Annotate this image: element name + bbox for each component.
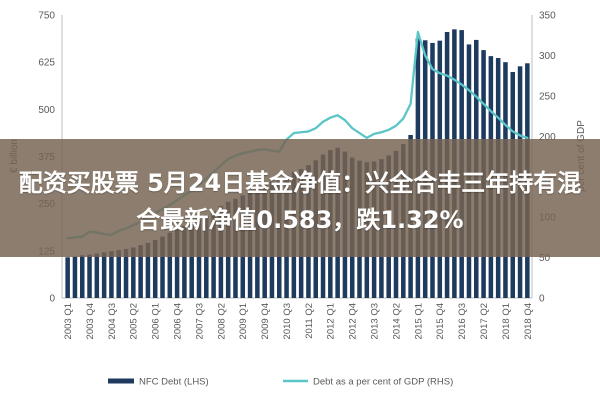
x-tick-label: 2009 Q4 <box>260 303 271 339</box>
y-left-tick-label: 500 <box>38 105 55 116</box>
nfc-debt-bar <box>174 229 180 298</box>
nfc-debt-bar <box>79 255 85 298</box>
overlay-banner: 配资买股票 5月24日基金净值：兴全合丰三年持有混 合最新净值0.583，跌1.… <box>0 139 600 257</box>
nfc-debt-bar <box>101 252 107 298</box>
y-left-tick-label: 750 <box>38 11 55 22</box>
y-left-tick-label: 0 <box>49 294 55 305</box>
x-tick-label: 2012 Q4 <box>348 303 359 339</box>
x-tick-label: 2003 Q4 <box>85 303 96 339</box>
x-tick-label: 2016 Q3 <box>457 303 468 339</box>
nfc-debt-bar <box>123 248 129 298</box>
nfc-debt-bar <box>145 242 151 298</box>
y-right-tick-label: 0 <box>539 294 545 305</box>
legend-swatch-nfc-debt <box>108 378 134 384</box>
nfc-debt-bar <box>189 222 194 298</box>
y-right-tick-label: 50 <box>539 253 551 264</box>
nfc-debt-bar <box>160 236 165 298</box>
x-tick-label: 2006 Q4 <box>173 303 184 339</box>
x-tick-label: 2008 Q2 <box>216 303 227 339</box>
nfc-debt-bar <box>72 256 78 298</box>
x-tick-label: 2013 Q3 <box>370 303 381 339</box>
x-tick-label: 2006 Q1 <box>151 303 162 339</box>
x-tick-label: 2005 Q2 <box>129 303 140 339</box>
nfc-debt-bar <box>182 225 187 298</box>
x-tick-label: 2017 Q2 <box>479 303 490 339</box>
x-tick-label: 2007 Q3 <box>194 303 205 339</box>
nfc-debt-bar <box>87 254 92 298</box>
banner-line-1: 配资买股票 5月24日基金净值：兴全合丰三年持有混 <box>18 169 582 197</box>
x-tick-label: 2018 Q1 <box>501 303 512 339</box>
nfc-debt-bar <box>65 257 70 298</box>
x-tick-label: 2012 Q1 <box>326 303 337 339</box>
nfc-debt-bar <box>116 250 121 298</box>
nfc-debt-bar <box>196 219 202 298</box>
y-left-tick-label: 625 <box>38 58 55 69</box>
x-tick-label: 2014 Q2 <box>391 303 402 339</box>
legend-label-debt-to-gdp: Debt as a per cent of GDP (RHS) <box>313 377 453 388</box>
x-tick-label: 2015 Q4 <box>435 303 446 339</box>
x-tick-label: 2009 Q1 <box>238 303 249 339</box>
nfc-debt-bar <box>152 239 158 298</box>
x-tick-label: 2010 Q3 <box>282 303 293 339</box>
legend-label-nfc-debt: NFC Debt (LHS) <box>139 377 209 388</box>
nfc-debt-bar <box>138 245 143 298</box>
y-right-tick-label: 300 <box>539 51 556 62</box>
x-tick-label: 2003 Q1 <box>63 303 74 339</box>
banner-line-2: 合最新净值0.583，跌1.32% <box>136 206 464 234</box>
nfc-debt-bar <box>131 247 136 298</box>
x-tick-label: 2011 Q2 <box>304 303 315 339</box>
x-tick-label: 2018 Q4 <box>523 303 534 339</box>
nfc-debt-bar <box>167 232 173 298</box>
y-right-tick-label: 200 <box>539 132 556 143</box>
nfc-debt-bar <box>109 251 114 298</box>
y-right-tick-label: 350 <box>539 11 556 22</box>
x-tick-label: 2015 Q1 <box>413 303 424 339</box>
y-right-tick-label: 250 <box>539 91 556 102</box>
nfc-debt-bar <box>94 253 100 298</box>
x-tick-label: 2004 Q3 <box>107 303 118 339</box>
